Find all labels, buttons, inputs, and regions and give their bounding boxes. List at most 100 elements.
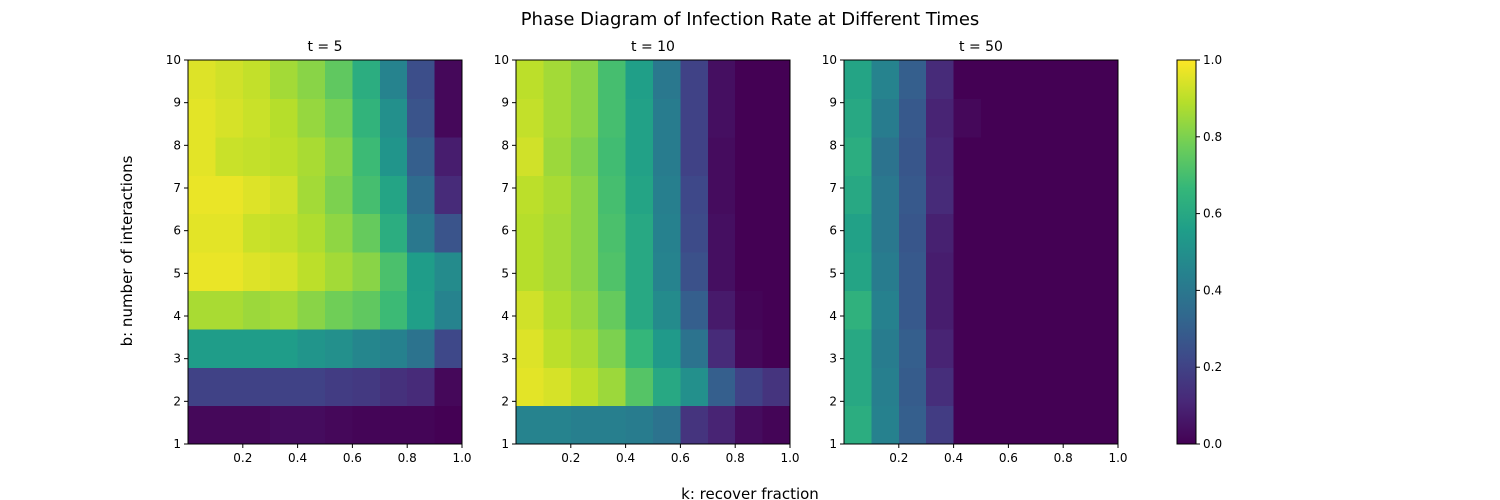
- heatmap-cell: [1035, 136, 1064, 176]
- heatmap-cell: [1063, 252, 1092, 291]
- heatmap-cell: [352, 136, 381, 176]
- heatmap-cell: [297, 405, 326, 445]
- heatmap-cell: [1008, 60, 1037, 99]
- x-tick-label: 0.6: [671, 451, 690, 465]
- heatmap-cell: [215, 290, 244, 330]
- heatmap-cell: [762, 60, 791, 99]
- heatmap-cell: [625, 252, 654, 291]
- heatmap-cell: [188, 328, 216, 368]
- x-tick-label: 0.8: [398, 451, 417, 465]
- subplot-title: t = 5: [307, 39, 342, 55]
- y-tick-label: 8: [173, 138, 181, 152]
- heatmap-cell: [242, 213, 271, 253]
- heatmap-cell: [215, 367, 244, 407]
- heatmap-cell: [762, 136, 791, 176]
- heatmap-cell: [1090, 175, 1119, 215]
- colorbar-tick-label: 0.6: [1203, 207, 1222, 221]
- heatmap-cell: [215, 405, 244, 445]
- heatmap-cell: [871, 98, 900, 138]
- heatmap-cell: [297, 328, 326, 368]
- y-tick-label: 3: [501, 352, 509, 366]
- heatmap-cell: [434, 213, 463, 253]
- heatmap-cell: [981, 98, 1009, 138]
- heatmap-cell: [653, 136, 681, 176]
- heatmap-cell: [981, 136, 1009, 176]
- heatmap-cell: [1008, 252, 1037, 291]
- x-tick-label: 0.6: [999, 451, 1018, 465]
- heatmap-cell: [680, 252, 709, 291]
- heatmap-cell: [653, 405, 681, 445]
- heatmap-cell: [981, 367, 1009, 407]
- heatmap-cell: [926, 328, 955, 368]
- heatmap-cell: [598, 328, 627, 368]
- heatmap-cell: [1008, 367, 1037, 407]
- heatmap-cell: [981, 252, 1009, 291]
- heatmap-cell: [926, 136, 955, 176]
- x-tick-label: 1.0: [780, 451, 799, 465]
- heatmap-cell: [270, 328, 299, 368]
- subplot-title: t = 50: [959, 39, 1003, 55]
- heatmap-cell: [844, 98, 872, 138]
- heatmap-cell: [735, 252, 764, 291]
- y-tick-label: 3: [829, 352, 837, 366]
- heatmap-cell: [625, 136, 654, 176]
- heatmap-cell: [981, 60, 1009, 99]
- heatmap-cell: [543, 252, 572, 291]
- heatmap-cell: [1063, 136, 1092, 176]
- heatmap-cell: [625, 98, 654, 138]
- heatmap-cell: [242, 175, 271, 215]
- heatmap-cell: [407, 60, 436, 99]
- heatmap-cell: [762, 328, 791, 368]
- y-tick-label: 2: [501, 394, 509, 408]
- heatmap-cell: [379, 328, 408, 368]
- heatmap-cell: [215, 98, 244, 138]
- heatmap-cell: [762, 290, 791, 330]
- y-tick-label: 8: [501, 138, 509, 152]
- heatmap-cell: [188, 367, 216, 407]
- y-tick-label: 5: [829, 266, 837, 280]
- heatmap-cell: [242, 367, 271, 407]
- heatmap-cell: [1063, 405, 1092, 445]
- heatmap-cell: [242, 290, 271, 330]
- heatmap-cell: [898, 405, 927, 445]
- heatmap-cell: [325, 328, 353, 368]
- heatmap-cell: [407, 405, 436, 445]
- heatmap-cell: [188, 252, 216, 291]
- heatmap-cell: [407, 98, 436, 138]
- y-tick-label: 7: [173, 181, 181, 195]
- colorbar-tick-label: 0.8: [1203, 130, 1222, 144]
- heatmap-cell: [270, 98, 299, 138]
- heatmap-cell: [1090, 405, 1119, 445]
- heatmap-cell: [981, 175, 1009, 215]
- heatmap-cell: [543, 98, 572, 138]
- heatmap-cell: [680, 98, 709, 138]
- axes-frame: [843, 59, 1119, 445]
- heatmap-cell: [707, 98, 736, 138]
- heatmap-cell: [1090, 252, 1119, 291]
- heatmap-cell: [707, 252, 736, 291]
- y-tick-label: 2: [829, 394, 837, 408]
- heatmap-cell: [1008, 290, 1037, 330]
- heatmap-cell: [953, 367, 982, 407]
- y-tick-label: 6: [829, 224, 837, 238]
- heatmap-cell: [1008, 175, 1037, 215]
- heatmap-cell: [434, 367, 463, 407]
- heatmap-cell: [516, 328, 544, 368]
- y-tick-label: 9: [501, 96, 509, 110]
- heatmap-cell: [926, 175, 955, 215]
- y-tick-label: 4: [501, 309, 509, 323]
- y-tick-label: 6: [173, 224, 181, 238]
- heatmap-cell: [598, 213, 627, 253]
- heatmap-cell: [844, 136, 872, 176]
- heatmap-cell: [762, 405, 791, 445]
- y-tick-label: 5: [501, 266, 509, 280]
- heatmap-cell: [215, 213, 244, 253]
- heatmap-cell: [871, 405, 900, 445]
- heatmap-cell: [871, 290, 900, 330]
- heatmap-cell: [735, 367, 764, 407]
- heatmap-cell: [735, 213, 764, 253]
- heatmap-cell: [762, 367, 791, 407]
- heatmap-cell: [625, 290, 654, 330]
- heatmap-cell: [352, 252, 381, 291]
